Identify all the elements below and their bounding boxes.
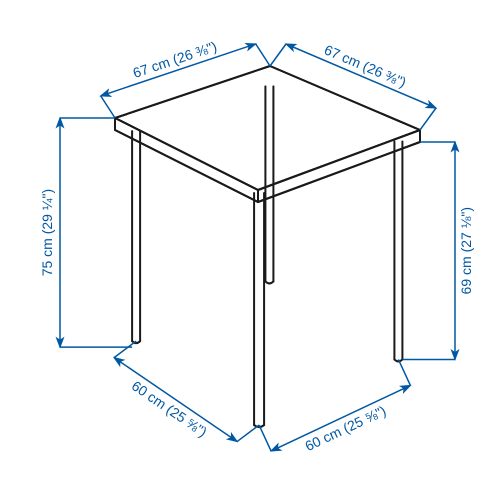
svg-text:69 cm (27 ⅛"): 69 cm (27 ⅛") [458, 207, 474, 294]
table-dimension-diagram: 67 cm (26 ⅜") 67 cm (26 ⅜") 75 cm (29 ¼") 6… [0, 0, 500, 500]
svg-text:60 cm (25 ⅝"): 60 cm (25 ⅝") [129, 377, 210, 440]
svg-text:67 cm (26 ⅜"): 67 cm (26 ⅜") [131, 38, 219, 81]
svg-text:75 cm (29 ¼"): 75 cm (29 ¼") [39, 189, 55, 276]
svg-text:67 cm (26 ⅜"): 67 cm (26 ⅜") [322, 41, 409, 90]
svg-text:60 cm (25 ⅝"): 60 cm (25 ⅝") [302, 402, 388, 454]
